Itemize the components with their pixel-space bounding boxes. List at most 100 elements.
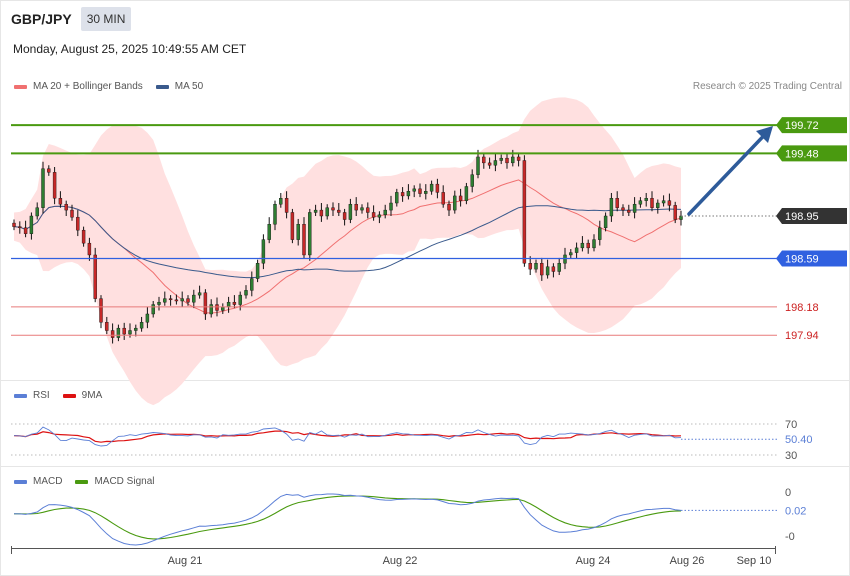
candle	[273, 200, 277, 231]
candle-body-up	[151, 304, 155, 315]
candle-body-up	[308, 212, 312, 256]
candle	[615, 191, 619, 212]
candle	[371, 205, 376, 221]
candle-body-down	[354, 203, 358, 211]
macd-line	[13, 493, 682, 546]
candle	[70, 204, 74, 221]
support-price-label: 198.59	[785, 254, 819, 266]
candle-body-up	[661, 200, 666, 204]
candle	[534, 259, 538, 273]
candle	[453, 190, 457, 214]
candle	[476, 149, 480, 179]
candle	[203, 289, 208, 320]
candle-body-down	[319, 209, 324, 217]
candle-body-up	[360, 207, 364, 211]
candle-body-up	[29, 215, 34, 234]
resistance-price-label: 199.48	[785, 148, 819, 160]
candle-body-down	[87, 242, 92, 256]
research-credit: Research © 2025 Trading Central	[692, 81, 842, 92]
candle	[134, 324, 138, 337]
candle-body-down	[76, 216, 80, 231]
candle-body-up	[534, 263, 538, 270]
candle	[348, 198, 353, 224]
candle-body-down	[337, 209, 341, 213]
candle	[110, 323, 115, 344]
candle-body-down	[441, 192, 445, 205]
candle	[81, 226, 86, 247]
candle	[569, 249, 573, 259]
candle	[290, 208, 295, 244]
price-legend: MA 20 + Bollinger Bands MA 50	[14, 81, 216, 92]
candle	[41, 161, 45, 214]
candle	[435, 178, 440, 199]
candle	[308, 208, 312, 261]
candle-body-up	[383, 209, 387, 216]
candle	[545, 259, 550, 279]
candle-body-down	[528, 263, 532, 270]
candle	[337, 203, 341, 216]
ma50-swatch	[155, 84, 169, 89]
ma50-line	[13, 205, 682, 279]
candle-body-down	[331, 207, 335, 211]
candle	[441, 185, 445, 208]
timestamp: Monday, August 25, 2025 10:49:55 AM CET	[13, 42, 247, 56]
candle-body-up	[656, 202, 660, 208]
candle	[482, 153, 486, 169]
rsi-level-label: 70	[785, 419, 797, 431]
candle-body-down	[458, 195, 463, 201]
candle	[621, 204, 625, 216]
rsi-current-label: 50.40	[785, 434, 813, 446]
candle-body-down	[615, 198, 619, 208]
candle	[261, 234, 266, 270]
candle	[197, 285, 202, 299]
candle-body-up	[296, 224, 300, 240]
candle	[598, 220, 602, 246]
candle	[12, 219, 16, 231]
candle	[174, 294, 179, 305]
candle-body-up	[226, 301, 231, 308]
candle	[232, 295, 237, 309]
candle	[395, 188, 399, 207]
candle-body-down	[23, 227, 28, 234]
target-price-label: 198.18	[785, 302, 819, 314]
candle-body-down	[174, 299, 179, 302]
candle	[29, 212, 34, 240]
candle-body-down	[168, 298, 173, 301]
candle	[250, 271, 254, 297]
candle	[458, 188, 463, 207]
last-price-label: 198.95	[785, 211, 819, 223]
candle	[325, 204, 329, 220]
candle-body-down	[122, 327, 126, 335]
candle-body-up	[313, 209, 318, 213]
x-tick-label: Aug 24	[576, 555, 611, 567]
candle	[505, 152, 509, 169]
last-price-tag	[776, 208, 847, 224]
candle-body-down	[93, 254, 97, 299]
candle	[342, 208, 347, 226]
candle-body-up	[592, 239, 596, 249]
candle	[487, 157, 492, 169]
candle-body-up	[244, 290, 248, 296]
x-tick-label: Sep 10	[737, 555, 772, 567]
candle-body-down	[627, 209, 631, 213]
candle-body-down	[52, 172, 57, 199]
candle-body-up	[557, 263, 561, 272]
macd-level-label: 0	[785, 487, 791, 499]
candle	[366, 202, 370, 219]
x-tick-label: Aug 22	[383, 555, 418, 567]
candle	[551, 263, 556, 278]
timeframe-button[interactable]: 30 MIN	[80, 7, 132, 31]
candle-body-down	[81, 229, 86, 244]
candle-body-up	[250, 278, 254, 291]
candle-body-up	[255, 263, 260, 279]
candle	[157, 296, 161, 311]
candle-body-down	[482, 156, 486, 164]
candle-body-down	[290, 212, 295, 240]
scenario-arrow-shaft	[687, 132, 767, 216]
rsi-legend-label: RSI	[33, 390, 50, 401]
support-label-tag	[776, 250, 847, 267]
candle-body-up	[511, 156, 515, 164]
candle-body-down	[435, 183, 440, 193]
candle-body-up	[499, 157, 503, 161]
